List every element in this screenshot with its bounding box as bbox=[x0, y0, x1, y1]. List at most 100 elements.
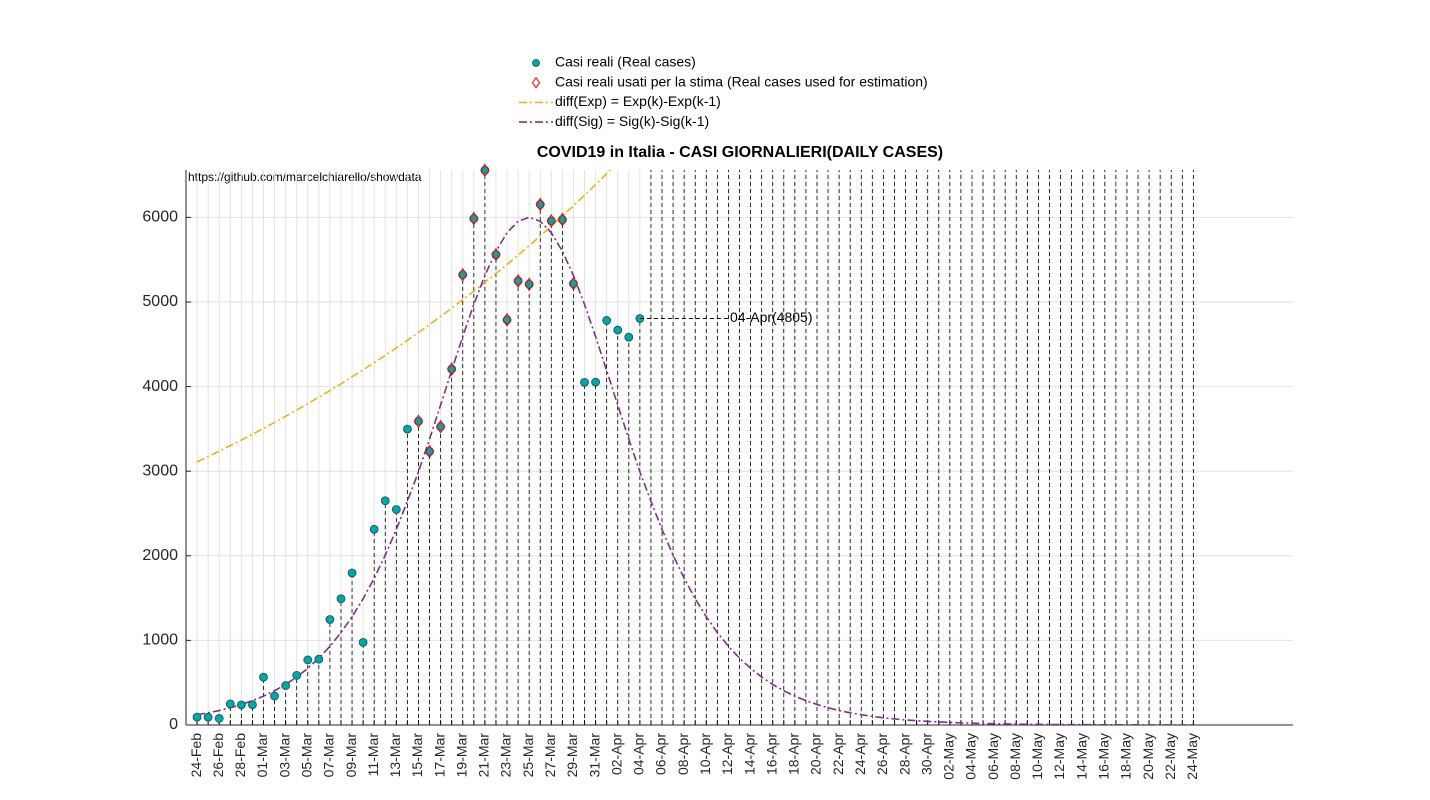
source-text: https://github.com/marcelchiarello/showd… bbox=[188, 170, 422, 184]
point bbox=[414, 416, 423, 426]
x-tick-label: 10-Apr bbox=[697, 733, 713, 775]
point bbox=[214, 714, 224, 723]
diamond bbox=[436, 419, 446, 434]
x-tick-label: 27-Mar bbox=[542, 733, 558, 778]
point bbox=[624, 332, 634, 342]
x-tick-label: 28-Feb bbox=[232, 733, 248, 778]
diamond bbox=[568, 276, 579, 291]
point bbox=[391, 505, 401, 514]
x-tick-label: 24-Feb bbox=[188, 733, 204, 778]
x-tick-label: 16-May bbox=[1096, 733, 1112, 780]
point bbox=[591, 377, 600, 387]
x-tick-label: 06-Apr bbox=[653, 733, 669, 775]
legend-label: Casi reali (Real cases) bbox=[555, 54, 696, 70]
point bbox=[369, 524, 379, 534]
legend-label: Casi reali usati per la stima (Real case… bbox=[555, 73, 928, 89]
x-tick-label: 01-Mar bbox=[254, 733, 270, 778]
point bbox=[347, 568, 357, 578]
diamond bbox=[447, 362, 457, 376]
x-tick-label: 03-Mar bbox=[276, 733, 292, 778]
point bbox=[281, 681, 291, 690]
x-tick-label: 06-May bbox=[985, 733, 1001, 780]
x-tick-label: 25-Mar bbox=[520, 733, 536, 778]
legend-label: diff(Exp) = Exp(k)-Exp(k-1) bbox=[555, 93, 721, 109]
x-tick-label: 16-Apr bbox=[763, 733, 779, 775]
point bbox=[458, 270, 468, 280]
x-tick-label: 09-Mar bbox=[343, 733, 359, 778]
diamond bbox=[546, 213, 556, 228]
x-tick-label: 23-Mar bbox=[498, 733, 514, 778]
x-tick-label: 20-May bbox=[1140, 733, 1156, 780]
x-tick-label: 15-Mar bbox=[409, 733, 425, 778]
x-tick-label: 04-Apr bbox=[631, 733, 647, 775]
diamond bbox=[491, 247, 501, 262]
point bbox=[569, 279, 578, 289]
point bbox=[259, 672, 268, 682]
y-tick-label: 4000 bbox=[142, 378, 178, 395]
x-tick-label: 08-May bbox=[1007, 733, 1023, 780]
x-tick-label: 21-Mar bbox=[476, 733, 492, 778]
point bbox=[602, 316, 612, 325]
x-tick-label: 11-Mar bbox=[365, 733, 381, 777]
y-tick-label: 0 bbox=[169, 716, 178, 733]
point bbox=[192, 712, 202, 722]
y-tick-label: 5000 bbox=[142, 293, 178, 310]
point bbox=[270, 691, 279, 701]
x-tick-label: 28-Apr bbox=[896, 733, 912, 775]
legend-marker bbox=[531, 76, 541, 89]
y-tick-label: 2000 bbox=[142, 547, 178, 564]
x-tick-label: 12-May bbox=[1051, 733, 1067, 780]
diamond bbox=[424, 444, 435, 459]
point bbox=[546, 216, 556, 226]
x-tick-label: 18-Apr bbox=[786, 733, 802, 775]
point bbox=[524, 279, 534, 289]
point bbox=[491, 250, 501, 260]
point bbox=[314, 654, 324, 664]
x-tick-label: 04-May bbox=[963, 733, 979, 780]
x-tick-label: 26-Feb bbox=[210, 733, 226, 778]
y-tick-label: 1000 bbox=[142, 632, 178, 649]
x-tick-label: 10-May bbox=[1029, 733, 1045, 780]
chart-title: COVID19 in Italia - CASI GIORNALIERI(DAI… bbox=[537, 144, 943, 161]
y-tick-label: 3000 bbox=[142, 462, 178, 479]
x-tick-label: 19-Mar bbox=[453, 733, 469, 778]
series-line bbox=[196, 216, 1194, 725]
x-tick-label: 14-May bbox=[1073, 733, 1089, 780]
point bbox=[447, 364, 457, 374]
point bbox=[513, 276, 523, 286]
x-tick-label: 13-Mar bbox=[387, 733, 403, 778]
point bbox=[225, 699, 235, 709]
point bbox=[303, 655, 313, 665]
x-tick-label: 20-Apr bbox=[808, 733, 824, 775]
point bbox=[336, 594, 346, 604]
x-tick-label: 07-Mar bbox=[321, 733, 337, 778]
diamond bbox=[458, 267, 468, 282]
diamond bbox=[413, 414, 424, 429]
point bbox=[425, 447, 434, 456]
point bbox=[380, 496, 390, 506]
legend-marker bbox=[532, 59, 540, 67]
diamond bbox=[469, 211, 479, 226]
x-tick-label: 30-Apr bbox=[918, 733, 934, 775]
legend-label: diff(Sig) = Sig(k)-Sig(k-1) bbox=[555, 113, 709, 129]
x-tick-label: 24-Apr bbox=[852, 733, 868, 775]
x-tick-label: 14-Apr bbox=[741, 733, 757, 775]
x-tick-label: 02-Apr bbox=[608, 733, 624, 775]
x-tick-label: 22-May bbox=[1162, 733, 1178, 780]
point bbox=[480, 165, 490, 175]
point bbox=[502, 315, 512, 325]
point bbox=[248, 700, 257, 710]
point bbox=[436, 422, 446, 432]
diamond bbox=[557, 212, 567, 227]
point bbox=[203, 712, 213, 722]
diamond bbox=[535, 197, 545, 212]
x-tick-label: 26-Apr bbox=[874, 733, 890, 775]
diamond bbox=[502, 312, 512, 327]
point bbox=[535, 200, 545, 209]
point bbox=[613, 325, 623, 335]
diamond bbox=[480, 163, 490, 178]
annotation: 04-Apr(4805) bbox=[730, 309, 813, 325]
x-tick-label: 18-May bbox=[1118, 733, 1134, 780]
x-tick-label: 02-May bbox=[941, 733, 957, 780]
point bbox=[236, 700, 246, 710]
